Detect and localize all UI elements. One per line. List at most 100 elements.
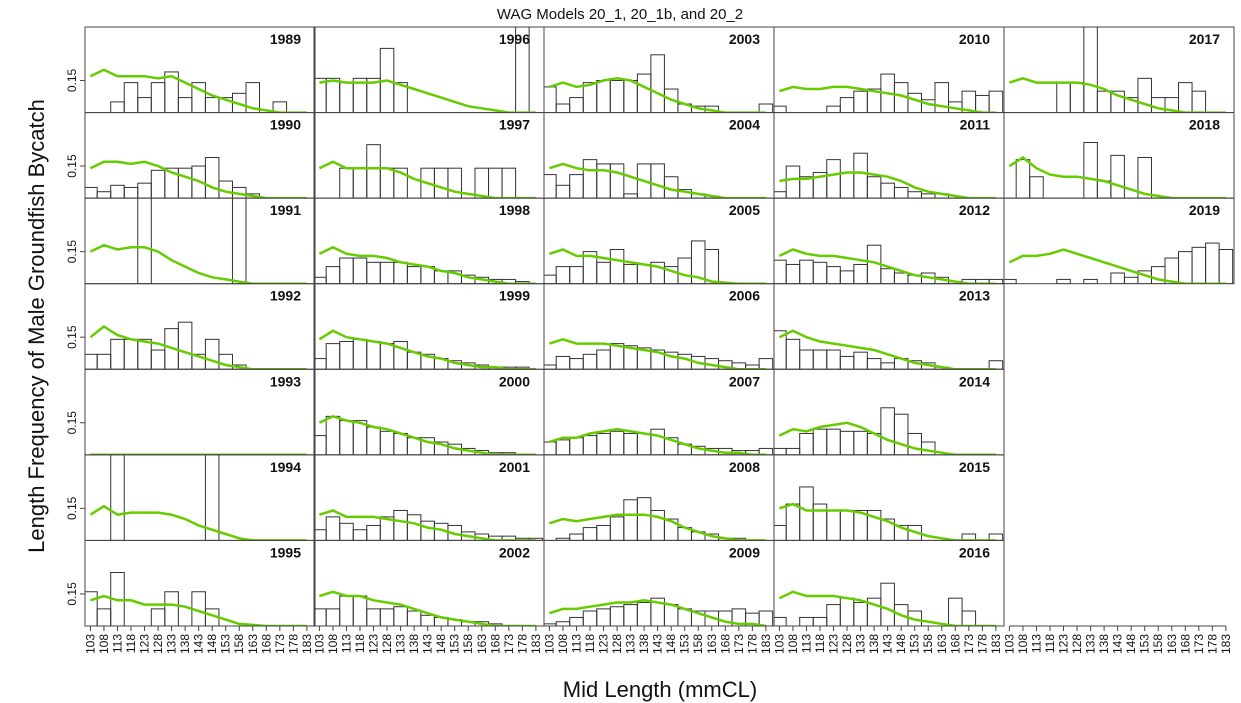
panel — [544, 597, 774, 626]
bar — [785, 165, 801, 199]
x-tick-label: 143 — [651, 634, 665, 654]
bar — [110, 338, 125, 370]
x-tick-label: 123 — [1057, 634, 1071, 654]
bar — [609, 79, 625, 113]
bar — [799, 616, 814, 626]
bar — [218, 353, 233, 370]
panel-label: 2003 — [729, 31, 760, 47]
fit-line — [778, 329, 996, 370]
bar — [137, 338, 152, 370]
x-tick-label: 138 — [867, 634, 881, 654]
panel — [1004, 242, 1234, 284]
bar — [150, 169, 166, 199]
fit-line — [779, 171, 996, 199]
bar — [826, 604, 841, 626]
bar — [1056, 278, 1071, 284]
y-tick-label: 0.15 — [65, 240, 79, 264]
panel-label: 1996 — [499, 31, 530, 47]
bar — [839, 597, 855, 626]
panel-label: 2014 — [959, 373, 990, 389]
bar — [137, 198, 152, 284]
x-tick-label: 128 — [610, 634, 624, 654]
panel-label: 2000 — [499, 373, 530, 389]
panel-label: 1994 — [270, 459, 301, 475]
x-tick-label: 173 — [962, 634, 976, 654]
bar — [352, 167, 368, 199]
bar — [582, 353, 598, 370]
fit-line — [1008, 248, 1226, 284]
bar — [393, 167, 408, 199]
fit-line — [318, 160, 536, 199]
panel-label: 1992 — [270, 288, 301, 304]
fit-line — [549, 513, 766, 541]
panel — [314, 414, 536, 455]
x-tick-label: 133 — [1084, 634, 1098, 654]
fit-line — [549, 77, 766, 113]
bar — [758, 103, 774, 113]
bar — [501, 167, 517, 199]
bar — [609, 248, 625, 284]
panel — [774, 582, 996, 626]
bar — [893, 186, 909, 199]
bar — [339, 522, 354, 541]
fit-line — [549, 162, 766, 199]
bar — [839, 430, 855, 455]
panel — [314, 329, 536, 370]
x-tick-label: 183 — [989, 634, 1003, 654]
x-tick-label: 158 — [461, 634, 475, 654]
bar — [204, 156, 220, 199]
panel — [85, 321, 307, 370]
y-tick-label: 0.15 — [65, 496, 79, 520]
panel — [544, 427, 774, 455]
bar — [379, 261, 395, 284]
fit-line — [89, 160, 307, 199]
bar — [596, 163, 611, 199]
panel-label: 2007 — [729, 373, 760, 389]
x-tick-label: 153 — [908, 634, 922, 654]
bar — [123, 82, 139, 113]
x-tick-label: 133 — [165, 634, 179, 654]
fit-line — [90, 594, 307, 626]
panel — [544, 159, 766, 199]
x-tick-label: 178 — [975, 634, 989, 654]
bar — [920, 193, 936, 199]
bar — [379, 608, 395, 626]
bar — [569, 266, 584, 284]
panel-label: 2012 — [959, 202, 990, 218]
panel — [549, 497, 766, 541]
x-tick-label: 168 — [488, 634, 502, 654]
bar — [420, 614, 435, 626]
bar — [826, 159, 841, 199]
panel-label: 1989 — [270, 31, 301, 47]
bar — [636, 73, 652, 113]
x-tick-label: 153 — [219, 634, 233, 654]
bar — [325, 77, 341, 113]
bar — [123, 338, 139, 370]
bar — [582, 159, 598, 199]
panel — [314, 590, 536, 626]
fit-line — [549, 248, 766, 284]
bar — [393, 261, 408, 284]
bar — [474, 167, 490, 199]
y-tick-label: 0.15 — [65, 411, 79, 435]
panel-label: 1999 — [499, 288, 530, 304]
bar — [812, 428, 828, 455]
bar — [447, 167, 462, 199]
panel-label: 2005 — [729, 202, 760, 218]
bar — [1205, 242, 1220, 284]
bar — [596, 432, 611, 455]
bar — [907, 191, 922, 199]
bar — [774, 447, 787, 455]
fit-line — [778, 421, 996, 455]
bar — [774, 616, 787, 626]
x-tick-label: 133 — [394, 634, 408, 654]
bar — [150, 82, 166, 113]
bar — [231, 198, 247, 284]
panel — [544, 240, 766, 284]
bar — [379, 167, 395, 199]
x-tick-label: 148 — [1124, 634, 1138, 654]
x-tick-label: 163 — [1165, 634, 1179, 654]
panel-label: 1990 — [270, 117, 301, 133]
panel — [774, 407, 996, 455]
x-tick-label: 123 — [138, 634, 152, 654]
